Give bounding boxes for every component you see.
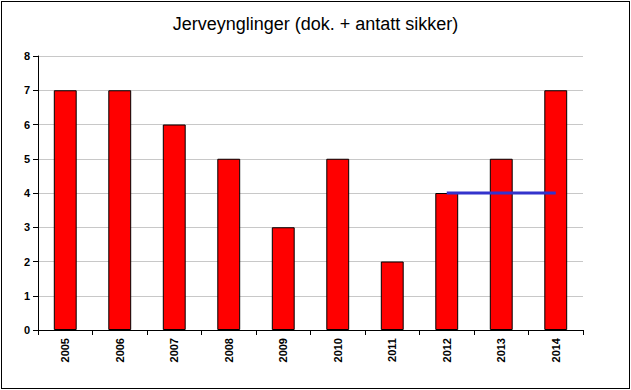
svg-text:2009: 2009 — [277, 338, 289, 362]
svg-text:2007: 2007 — [168, 338, 180, 362]
svg-text:8: 8 — [24, 50, 30, 62]
svg-text:2012: 2012 — [441, 338, 453, 362]
svg-text:2008: 2008 — [223, 338, 235, 362]
svg-text:2006: 2006 — [114, 338, 126, 362]
svg-text:7: 7 — [24, 84, 30, 96]
svg-text:2013: 2013 — [495, 338, 507, 362]
svg-text:3: 3 — [24, 221, 30, 233]
svg-text:2005: 2005 — [59, 338, 71, 362]
svg-text:1: 1 — [24, 290, 30, 302]
svg-text:4: 4 — [24, 187, 31, 199]
svg-text:2011: 2011 — [386, 338, 398, 362]
svg-text:2010: 2010 — [332, 338, 344, 362]
svg-text:0: 0 — [24, 324, 30, 336]
svg-text:2: 2 — [24, 256, 30, 268]
svg-text:Jerveynglinger (dok. + antatt: Jerveynglinger (dok. + antatt sikker) — [173, 14, 459, 34]
svg-text:2014: 2014 — [550, 337, 562, 362]
svg-text:5: 5 — [24, 153, 30, 165]
svg-text:6: 6 — [24, 119, 30, 131]
